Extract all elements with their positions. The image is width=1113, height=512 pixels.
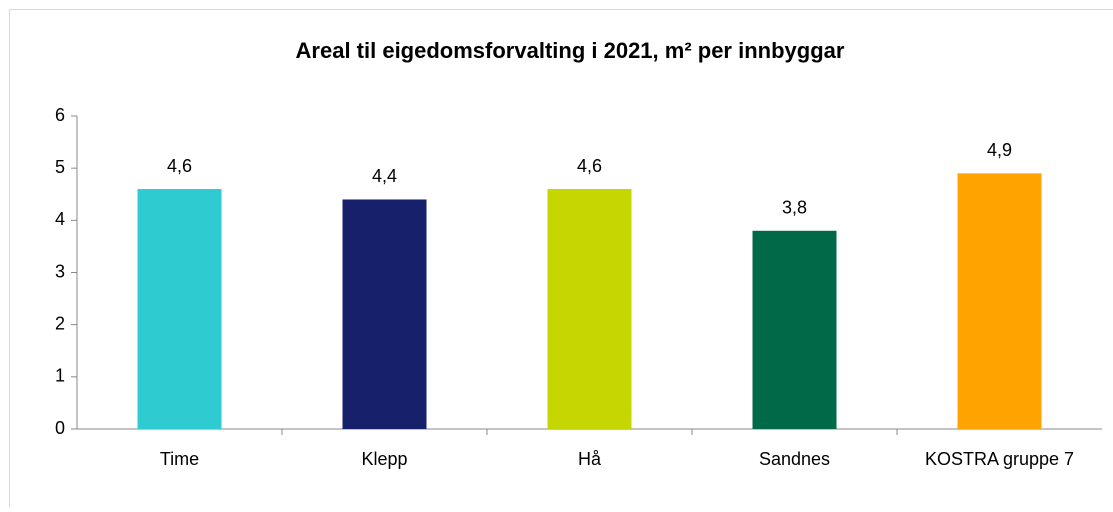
data-label: 4,4 (372, 166, 397, 186)
y-tick-label: 5 (55, 157, 65, 177)
x-tick-label: Klepp (361, 449, 407, 469)
data-label: 4,6 (167, 156, 192, 176)
y-tick-label: 4 (55, 209, 65, 229)
bar (753, 231, 837, 429)
data-label: 4,6 (577, 156, 602, 176)
bar (548, 189, 632, 429)
x-tick-label: KOSTRA gruppe 7 (925, 449, 1074, 469)
y-tick-label: 1 (55, 366, 65, 386)
chart-title: Areal til eigedomsforvalting i 2021, m² … (296, 38, 845, 63)
data-label: 4,9 (987, 140, 1012, 160)
data-label: 3,8 (782, 198, 807, 218)
y-tick-label: 2 (55, 313, 65, 333)
bar (343, 199, 427, 429)
bar (958, 173, 1042, 429)
x-tick-label: Time (160, 449, 199, 469)
y-tick-label: 3 (55, 261, 65, 281)
bar (138, 189, 222, 429)
y-tick-label: 6 (55, 105, 65, 125)
y-tick-label: 0 (55, 418, 65, 438)
x-tick-label: Sandnes (759, 449, 830, 469)
x-tick-label: Hå (578, 449, 602, 469)
